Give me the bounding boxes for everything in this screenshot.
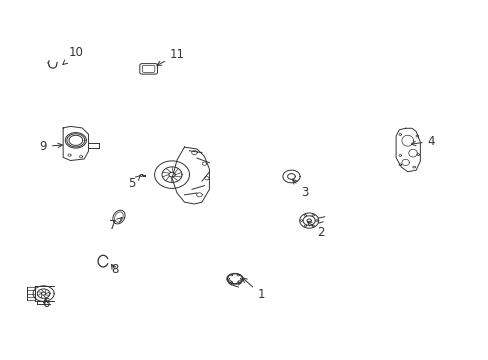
Text: 2: 2 — [307, 221, 324, 239]
Text: 3: 3 — [292, 179, 307, 199]
Text: 9: 9 — [40, 140, 62, 153]
Text: 5: 5 — [128, 175, 140, 190]
Text: 4: 4 — [410, 135, 434, 148]
Text: 7: 7 — [109, 218, 122, 232]
Text: 1: 1 — [242, 278, 264, 301]
Text: 10: 10 — [63, 46, 83, 64]
Text: 6: 6 — [42, 297, 49, 310]
Text: 8: 8 — [111, 264, 119, 276]
Text: 11: 11 — [157, 48, 184, 65]
